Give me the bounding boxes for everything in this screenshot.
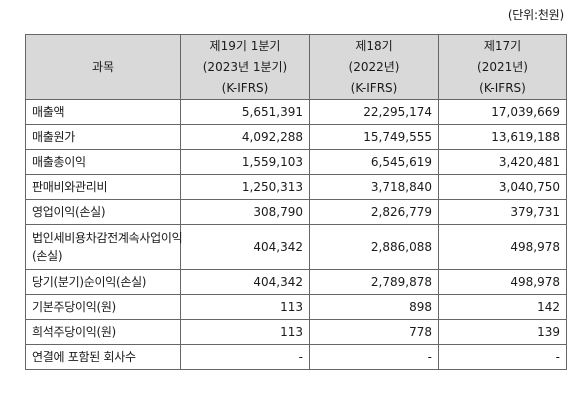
row-value: 3,420,481 bbox=[438, 149, 567, 175]
row-label: 희석주당이익(원) bbox=[25, 319, 181, 345]
unit-label: (단위:천원) bbox=[507, 8, 564, 22]
header-period-line1: 제18기 bbox=[355, 38, 393, 53]
row-value: 3,718,840 bbox=[309, 174, 439, 200]
row-value: 4,092,288 bbox=[180, 124, 310, 150]
row-label: 연결에 포함된 회사수 bbox=[25, 344, 181, 370]
row-value: 404,342 bbox=[180, 224, 310, 270]
row-value: 778 bbox=[309, 319, 439, 345]
table-row: 영업이익(손실) 308,790 2,826,779 379,731 bbox=[25, 199, 567, 225]
row-value: 379,731 bbox=[438, 199, 567, 225]
row-value: 142 bbox=[438, 294, 567, 320]
row-value: 13,619,188 bbox=[438, 124, 567, 150]
row-value: 2,789,878 bbox=[309, 269, 439, 295]
row-value: 404,342 bbox=[180, 269, 310, 295]
header-period-line2: (2021년) bbox=[477, 59, 528, 74]
table-row: 매출액 5,651,391 22,295,174 17,039,669 bbox=[25, 99, 567, 125]
row-label: 매출액 bbox=[25, 99, 181, 125]
row-value: 15,749,555 bbox=[309, 124, 439, 150]
table-row: 당기(분기)순이익(손실) 404,342 2,789,878 498,978 bbox=[25, 269, 567, 295]
row-value: 3,040,750 bbox=[438, 174, 567, 200]
header-period-line3: (K-IFRS) bbox=[221, 80, 269, 95]
header-period-2022: 제18기 (2022년) (K-IFRS) bbox=[309, 34, 439, 100]
row-value: - bbox=[309, 344, 439, 370]
table-row: 연결에 포함된 회사수 - - - bbox=[25, 344, 567, 370]
header-period-line1: 제17기 bbox=[483, 38, 522, 53]
row-value: 498,978 bbox=[438, 224, 567, 270]
row-value: 139 bbox=[438, 319, 567, 345]
row-value: 308,790 bbox=[180, 199, 310, 225]
table-row: 매출원가 4,092,288 15,749,555 13,619,188 bbox=[25, 124, 567, 150]
row-value: - bbox=[180, 344, 310, 370]
header-period-line3: (K-IFRS) bbox=[350, 80, 398, 95]
row-label: 매출총이익 bbox=[25, 149, 181, 175]
row-value: 498,978 bbox=[438, 269, 567, 295]
table-header-row: 과목 제19기 1분기 (2023년 1분기) (K-IFRS) 제18기 (2… bbox=[25, 34, 567, 100]
financial-summary-table: 과목 제19기 1분기 (2023년 1분기) (K-IFRS) 제18기 (2… bbox=[25, 34, 567, 370]
row-label: 판매비와관리비 bbox=[25, 174, 181, 200]
row-value: 17,039,669 bbox=[438, 99, 567, 125]
row-value: 113 bbox=[180, 319, 310, 345]
row-value: 22,295,174 bbox=[309, 99, 439, 125]
header-period-line2: (2023년 1분기) bbox=[202, 59, 288, 74]
row-value: 1,559,103 bbox=[180, 149, 310, 175]
header-period-q1-2023: 제19기 1분기 (2023년 1분기) (K-IFRS) bbox=[180, 34, 310, 100]
header-period-line1: 제19기 1분기 bbox=[209, 38, 281, 53]
row-value: 898 bbox=[309, 294, 439, 320]
header-period-line2: (2022년) bbox=[348, 59, 400, 74]
table-row: 매출총이익 1,559,103 6,545,619 3,420,481 bbox=[25, 149, 567, 175]
table-row: 기본주당이익(원) 113 898 142 bbox=[25, 294, 567, 320]
row-label: 기본주당이익(원) bbox=[25, 294, 181, 320]
row-value: 2,826,779 bbox=[309, 199, 439, 225]
row-value: 113 bbox=[180, 294, 310, 320]
row-label: 법인세비용차감전계속사업이익(손실) bbox=[25, 224, 183, 270]
header-period-2021: 제17기 (2021년) (K-IFRS) bbox=[438, 34, 567, 100]
row-value: - bbox=[438, 344, 567, 370]
row-value: 2,886,088 bbox=[309, 224, 439, 270]
row-value: 5,651,391 bbox=[180, 99, 310, 125]
header-item: 과목 bbox=[25, 34, 181, 100]
row-label: 영업이익(손실) bbox=[25, 199, 181, 225]
row-value: 6,545,619 bbox=[309, 149, 439, 175]
row-value: 1,250,313 bbox=[180, 174, 310, 200]
header-period-line3: (K-IFRS) bbox=[479, 80, 526, 95]
row-label: 매출원가 bbox=[25, 124, 181, 150]
table-row: 희석주당이익(원) 113 778 139 bbox=[25, 319, 567, 345]
row-label: 당기(분기)순이익(손실) bbox=[25, 269, 181, 295]
table-row: 판매비와관리비 1,250,313 3,718,840 3,040,750 bbox=[25, 174, 567, 200]
table-row: 법인세비용차감전계속사업이익(손실) 404,342 2,886,088 498… bbox=[25, 224, 567, 270]
